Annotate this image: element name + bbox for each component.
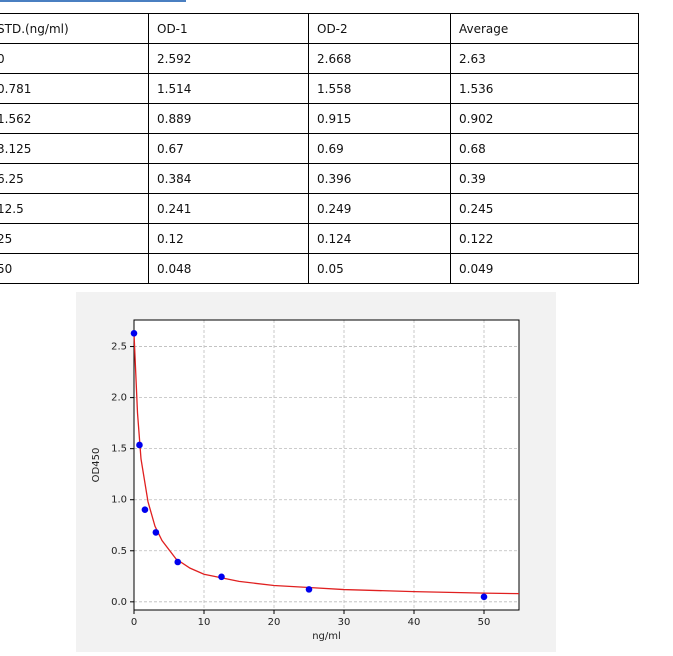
table-cell: 3.125 — [0, 133, 149, 164]
table-row: 50 0.048 0.05 0.049 — [0, 253, 639, 284]
table-cell: 0.889 — [148, 103, 309, 134]
table-cell: 0.915 — [308, 103, 451, 134]
plot-area — [134, 320, 519, 610]
table-cell: 0.902 — [450, 103, 639, 134]
table-cell: 1.514 — [148, 73, 309, 104]
table-cell: 0.122 — [450, 223, 639, 254]
table-cell: 0.396 — [308, 163, 451, 194]
data-point — [480, 593, 488, 601]
x-tick-label: 30 — [338, 617, 351, 628]
table-cell: OD-1 — [148, 13, 309, 44]
x-tick-label: 50 — [478, 617, 491, 628]
x-tick-label: 40 — [408, 617, 421, 628]
table-cell: 6.25 — [0, 163, 149, 194]
data-point — [218, 573, 225, 581]
table-cell: 50 — [0, 253, 149, 284]
table-cell: 0.124 — [308, 223, 451, 254]
y-tick-label: 1.5 — [111, 444, 127, 455]
table-cell: 0.12 — [148, 223, 309, 254]
table-cell: STD.(ng/ml) — [0, 13, 149, 44]
table-row: 12.5 0.241 0.249 0.245 — [0, 193, 639, 224]
table-cell: 0.384 — [148, 163, 309, 194]
table-row: 0.781 1.514 1.558 1.536 — [0, 73, 639, 104]
table-cell: 0.69 — [308, 133, 451, 164]
y-tick-label: 1.0 — [111, 495, 127, 506]
plot-frame — [133, 319, 520, 611]
table-cell: 2.592 — [148, 43, 309, 74]
table-cell: 1.536 — [450, 73, 639, 104]
table-cell: 0.249 — [308, 193, 451, 224]
x-tick-label: 10 — [198, 617, 211, 628]
data-point — [136, 441, 143, 449]
table-cell: 1.558 — [308, 73, 451, 104]
table-cell: 25 — [0, 223, 149, 254]
table-cell: 12.5 — [0, 193, 149, 224]
table-cell: Average — [450, 13, 639, 44]
y-tick-label: 0.0 — [111, 597, 127, 608]
table-cell: 0 — [0, 43, 149, 74]
data-point — [141, 506, 149, 514]
table-row: 0 2.592 2.668 2.63 — [0, 43, 639, 74]
table-row: 6.25 0.384 0.396 0.39 — [0, 163, 639, 194]
y-tick-label: 2.5 — [111, 342, 127, 353]
table-row: STD.(ng/ml) OD-1 OD-2 Average — [0, 13, 639, 44]
table-cell: 0.68 — [450, 133, 639, 164]
table-cell: 0.05 — [308, 253, 451, 284]
table-row: 3.125 0.67 0.69 0.68 — [0, 133, 639, 164]
table-row: 1.562 0.889 0.915 0.902 — [0, 103, 639, 134]
data-point — [305, 586, 313, 593]
x-tick-label: 0 — [131, 617, 137, 628]
table-cell: 0.049 — [450, 253, 639, 284]
table-cell: 0.39 — [450, 163, 639, 194]
table-row: 25 0.12 0.124 0.122 — [0, 223, 639, 254]
data-table: STD.(ng/ml) OD-1 OD-2 Average 0 2.592 2.668 2.6… — [0, 13, 639, 284]
table-cell: 2.668 — [308, 43, 451, 74]
top-strip — [0, 0, 186, 2]
y-axis-label: OD450 — [91, 448, 102, 483]
table-cell: OD-2 — [308, 13, 451, 44]
table-cell: 0.781 — [0, 73, 149, 104]
y-tick-label: 2.0 — [111, 393, 127, 404]
data-point — [130, 329, 138, 337]
chart-panel: 0 10 20 30 40 50 0.0 0.5 1.0 1.5 2.0 2.5 ng/ml OD450 — [76, 292, 556, 652]
chart: 0 10 20 30 40 50 0.0 0.5 1.0 1.5 2.0 2.5 ng/ml OD450 — [91, 319, 520, 642]
table-cell: 0.241 — [148, 193, 309, 224]
table-cell: 2.63 — [450, 43, 639, 74]
data-point — [152, 529, 160, 536]
table-cell: 0.048 — [148, 253, 309, 284]
data-point — [174, 558, 182, 566]
y-tick-label: 0.5 — [111, 546, 127, 557]
x-axis-label: ng/ml — [312, 631, 341, 642]
table-cell: 1.562 — [0, 103, 149, 134]
x-tick-label: 20 — [268, 617, 281, 628]
table-cell: 0.245 — [450, 193, 639, 224]
table-cell: 0.67 — [148, 133, 309, 164]
fit-curve — [133, 333, 520, 595]
